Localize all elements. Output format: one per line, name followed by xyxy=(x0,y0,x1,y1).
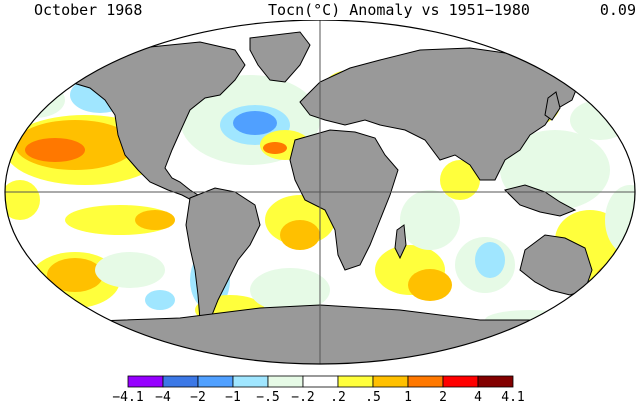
north-america xyxy=(53,41,246,203)
colorbar-label: −1 xyxy=(225,390,241,403)
colorbar-label: 4.1 xyxy=(501,390,524,403)
japan xyxy=(544,91,561,121)
colorbar-swatch xyxy=(267,375,304,388)
globe-outline xyxy=(4,20,636,365)
colorbar-label: −.5 xyxy=(256,390,279,403)
colorbar-labels: −4.1 −4 −2 −1 −.5 −.2 .2 .5 1 2 4 4.1 xyxy=(112,390,524,403)
colorbar-swatch xyxy=(442,375,479,388)
colorbar-boxes xyxy=(127,375,514,388)
colorbar-label: −2 xyxy=(190,390,206,403)
europe-asia xyxy=(299,47,581,181)
colorbar-swatch xyxy=(372,375,409,388)
colorbar-label: −4 xyxy=(155,390,171,403)
madagascar xyxy=(394,224,407,260)
global-mean-value: 0.09 xyxy=(599,1,636,19)
south-america xyxy=(185,187,261,334)
colorbar-swatch xyxy=(407,375,444,388)
southeast-asia-islands xyxy=(504,184,577,217)
colorbar-label: .5 xyxy=(365,390,381,403)
colorbar-swatch xyxy=(337,375,374,388)
colorbar-label: −4.1 xyxy=(112,390,143,403)
colorbar: −4.1 −4 −2 −1 −.5 −.2 .2 .5 1 2 4 4.1 xyxy=(112,375,525,403)
colorbar-swatch xyxy=(127,375,164,388)
africa xyxy=(289,129,399,271)
colorbar-swatch xyxy=(197,375,234,388)
colorbar-label: .2 xyxy=(330,390,346,403)
colorbar-swatch xyxy=(232,375,269,388)
anomaly-map xyxy=(4,20,636,365)
colorbar-label: −.2 xyxy=(291,390,314,403)
new-zealand xyxy=(601,280,616,316)
map-title: Tocn(°C) Anomaly vs 1951−1980 xyxy=(268,1,530,19)
colorbar-label: 1 xyxy=(404,390,412,403)
colorbar-label: 4 xyxy=(474,390,482,403)
colorbar-swatch xyxy=(162,375,199,388)
greenland xyxy=(249,31,311,83)
colorbar-swatch xyxy=(302,375,339,388)
date-title: October 1968 xyxy=(34,1,143,19)
colorbar-label: 2 xyxy=(439,390,447,403)
colorbar-swatch xyxy=(477,375,514,388)
